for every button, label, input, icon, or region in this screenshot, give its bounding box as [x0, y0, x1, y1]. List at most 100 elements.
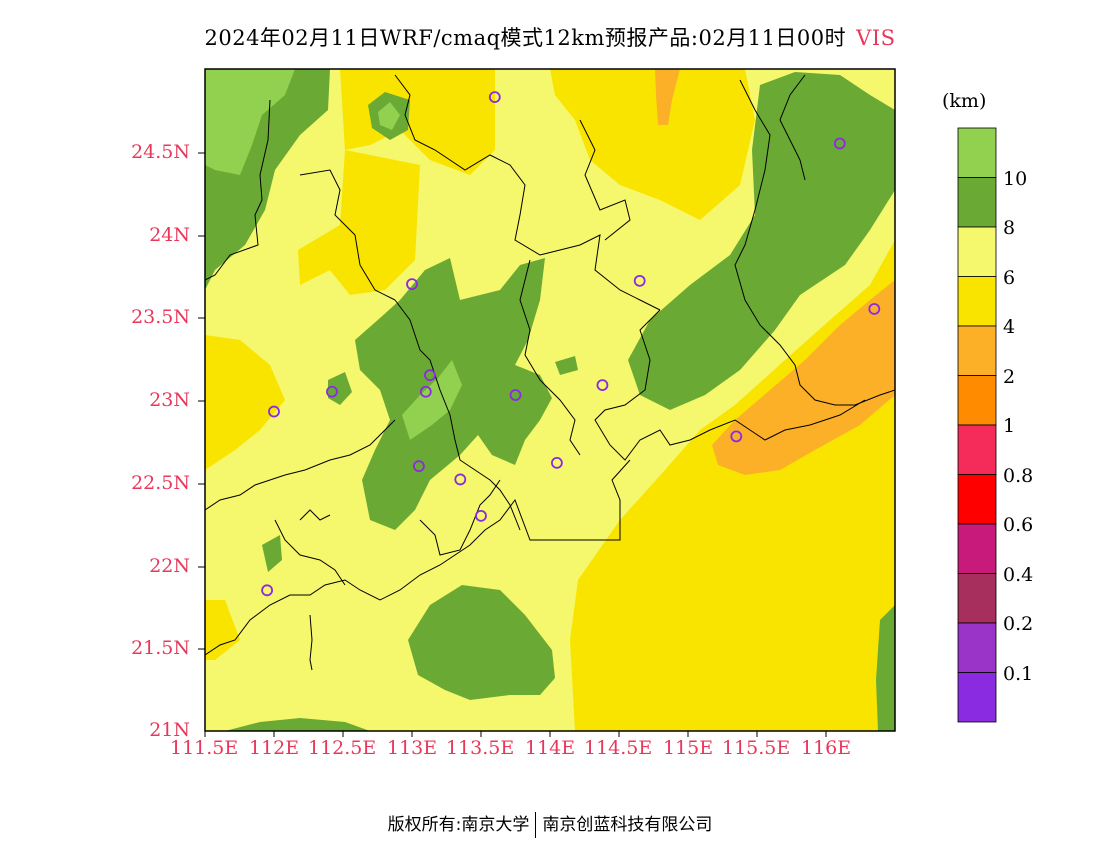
vis-region-8-10-east — [628, 72, 895, 410]
copyright-footer: 版权所有:南京大学 南京创蓝科技有限公司 — [0, 810, 1100, 838]
colorbar-swatch — [957, 127, 997, 178]
footer-left: 版权所有:南京大学 — [387, 815, 530, 835]
colorbar-swatch — [957, 276, 997, 327]
lat-tick-label: 22.5N — [131, 472, 190, 494]
colorbar-unit: (km) — [942, 90, 987, 112]
station-marker — [633, 274, 646, 287]
boundary-central-2 — [519, 259, 581, 456]
vis-region-8-10-small-3 — [262, 535, 282, 572]
visibility-field — [205, 69, 895, 731]
island-line-1 — [309, 614, 313, 671]
colorbar-swatch — [957, 672, 997, 723]
colorbar-swatch — [957, 622, 997, 673]
lon-tick-label: 112.5E — [308, 737, 377, 759]
boundary-south-coast — [205, 459, 631, 656]
boundary-south-2 — [274, 519, 346, 586]
lon-tick-label: 112E — [249, 737, 300, 759]
boundary-north-central — [299, 169, 396, 301]
colorbar-swatch — [957, 523, 997, 574]
lat-tick-label: 21N — [149, 719, 190, 741]
station-marker — [833, 137, 846, 150]
boundary-north — [394, 74, 661, 311]
chart-title: 2024年02月11日WRF/cmaq模式12km预报产品:02月11日00时 V… — [0, 22, 1100, 52]
boundary-east — [734, 79, 895, 406]
vis-region-4-6-north — [340, 69, 495, 175]
colorbar-label: 0.6 — [1003, 514, 1034, 536]
lat-tick-label: 24N — [149, 224, 190, 246]
boundary-west — [205, 99, 271, 281]
colorbar-label: 0.2 — [1003, 613, 1034, 635]
title-main: 2024年02月11日WRF/cmaq模式12km预报产品:02月11日00时 — [204, 26, 847, 50]
station-marker — [419, 385, 432, 398]
station-marker — [509, 389, 522, 401]
vis-region-above-10-central — [402, 360, 462, 440]
station-marker — [475, 509, 487, 522]
boundary-east-2 — [779, 74, 806, 181]
station-marker — [412, 460, 425, 473]
colorbar-swatch — [957, 177, 997, 228]
colorbar-swatch — [957, 375, 997, 426]
lat-tick-label: 23N — [149, 389, 190, 411]
station-marker — [596, 379, 609, 392]
lon-tick-label: 113E — [387, 737, 438, 759]
station-markers — [261, 91, 881, 597]
island-line-2 — [299, 509, 331, 521]
station-marker — [730, 430, 743, 443]
vis-region-above-10-northwest — [205, 69, 295, 175]
station-marker — [454, 473, 467, 486]
colorbar-swatch — [957, 474, 997, 525]
colorbar-swatch — [957, 325, 997, 376]
tick-marks — [198, 152, 827, 737]
station-marker — [261, 584, 274, 597]
lon-tick-label: 111.5E — [170, 737, 239, 759]
lon-tick-label: 114.5E — [584, 737, 653, 759]
station-marker — [551, 456, 563, 469]
lon-tick-label: 113.5E — [446, 737, 515, 759]
vis-region-2-4 — [712, 280, 895, 475]
station-marker — [488, 91, 501, 104]
vis-region-4-6-west — [205, 335, 285, 470]
station-marker — [424, 369, 436, 382]
colorbar-label: 1 — [1003, 415, 1016, 437]
vis-region-8-10-southeast-edge — [876, 605, 895, 731]
colorbar-label: 0.4 — [1003, 564, 1034, 586]
boundary-pearl-river — [419, 479, 501, 556]
colorbar-label: 8 — [1003, 217, 1016, 239]
boundary-central-east — [594, 309, 866, 461]
vis-region-4-6-northwest — [298, 150, 420, 295]
colorbar-label: 0.1 — [1003, 663, 1034, 685]
vis-region-8-10-south — [408, 585, 555, 700]
colorbar-swatch — [957, 424, 997, 475]
colorbar-label: 10 — [1003, 168, 1028, 190]
colorbar-swatch — [957, 226, 997, 277]
boundary-lines — [205, 74, 895, 671]
colorbar-label: 4 — [1003, 316, 1016, 338]
station-marker — [868, 303, 881, 315]
vis-region-2-4-north — [655, 69, 680, 125]
footer-separator — [535, 812, 537, 838]
footer-right: 南京创蓝科技有限公司 — [542, 815, 713, 835]
lon-tick-label: 115E — [663, 737, 714, 759]
boundary-central — [394, 299, 521, 531]
colorbar-label: 2 — [1003, 366, 1016, 388]
station-marker — [326, 385, 338, 398]
lat-tick-label: 22N — [149, 555, 190, 577]
colorbar — [957, 127, 997, 723]
lon-tick-label: 114E — [525, 737, 576, 759]
title-variable: VIS — [856, 26, 896, 50]
vis-region-above-10-north-patch — [378, 102, 400, 130]
vis-region-8-10-small-2 — [555, 356, 578, 375]
vis-region-4-6-southwest — [205, 600, 240, 660]
lon-tick-label: 116E — [801, 737, 852, 759]
boundary-northeast — [579, 119, 631, 241]
lon-tick-label: 115.5E — [722, 737, 791, 759]
boundary-southwest — [205, 419, 396, 511]
lat-tick-label: 23.5N — [131, 306, 190, 328]
station-marker — [268, 405, 280, 418]
lat-tick-label: 21.5N — [131, 637, 190, 659]
vis-region-4-6-northeast — [550, 69, 755, 220]
vis-region-8-10-bottom-edge — [225, 718, 370, 731]
colorbar-label: 6 — [1003, 267, 1016, 289]
lat-tick-label: 24.5N — [131, 141, 190, 163]
colorbar-label: 0.8 — [1003, 465, 1034, 487]
